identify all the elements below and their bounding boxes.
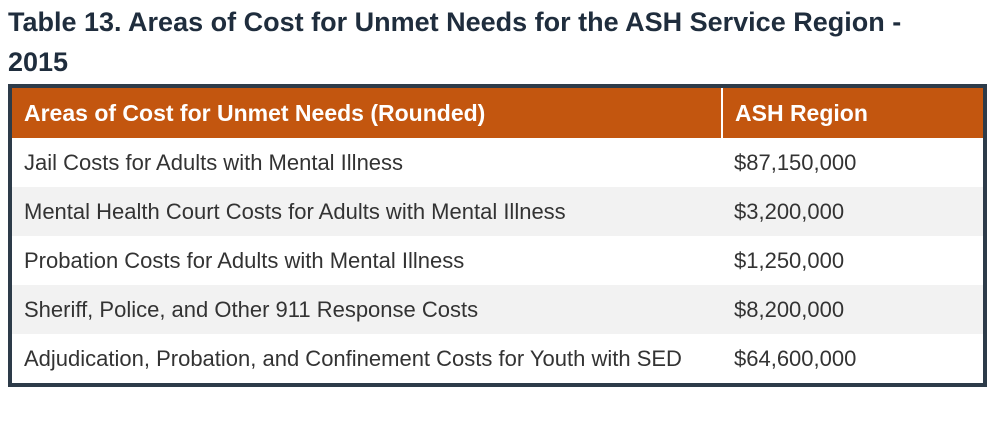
table-row: Probation Costs for Adults with Mental I… (10, 236, 985, 285)
cost-table: Areas of Cost for Unmet Needs (Rounded) A… (8, 84, 987, 387)
column-header: Areas of Cost for Unmet Needs (Rounded) (10, 86, 722, 138)
amount-cell: $1,250,000 (734, 248, 845, 273)
table-title: Table 13. Areas of Cost for Unmet Needs … (8, 7, 902, 77)
cost-area-cell: Adjudication, Probation, and Confinement… (24, 346, 682, 371)
cost-area-cell: Jail Costs for Adults with Mental Illnes… (24, 150, 404, 175)
cost-area-cell: Probation Costs for Adults with Mental I… (24, 248, 465, 273)
table-body: Jail Costs for Adults with Mental Illnes… (10, 138, 985, 385)
amount-cell: $8,200,000 (722, 285, 985, 334)
table-row: Sheriff, Police, and Other 911 Response … (10, 285, 985, 334)
amount-cell: $87,150,000 (734, 150, 857, 175)
table-row: Adjudication, Probation, and Confinement… (10, 334, 985, 385)
table-row: Mental Health Court Costs for Adults wit… (10, 187, 985, 236)
header-row: Areas of Cost for Unmet Needs (Rounded) A… (10, 86, 985, 138)
cost-area-cell: Mental Health Court Costs for Adults wit… (10, 187, 722, 236)
amount-cell: $64,600,000 (734, 346, 857, 371)
amount-cell: $3,200,000 (722, 187, 985, 236)
cost-area-cell: Sheriff, Police, and Other 911 Response … (10, 285, 722, 334)
column-header: ASH Region (721, 86, 985, 138)
table-row: Jail Costs for Adults with Mental Illnes… (10, 138, 985, 187)
